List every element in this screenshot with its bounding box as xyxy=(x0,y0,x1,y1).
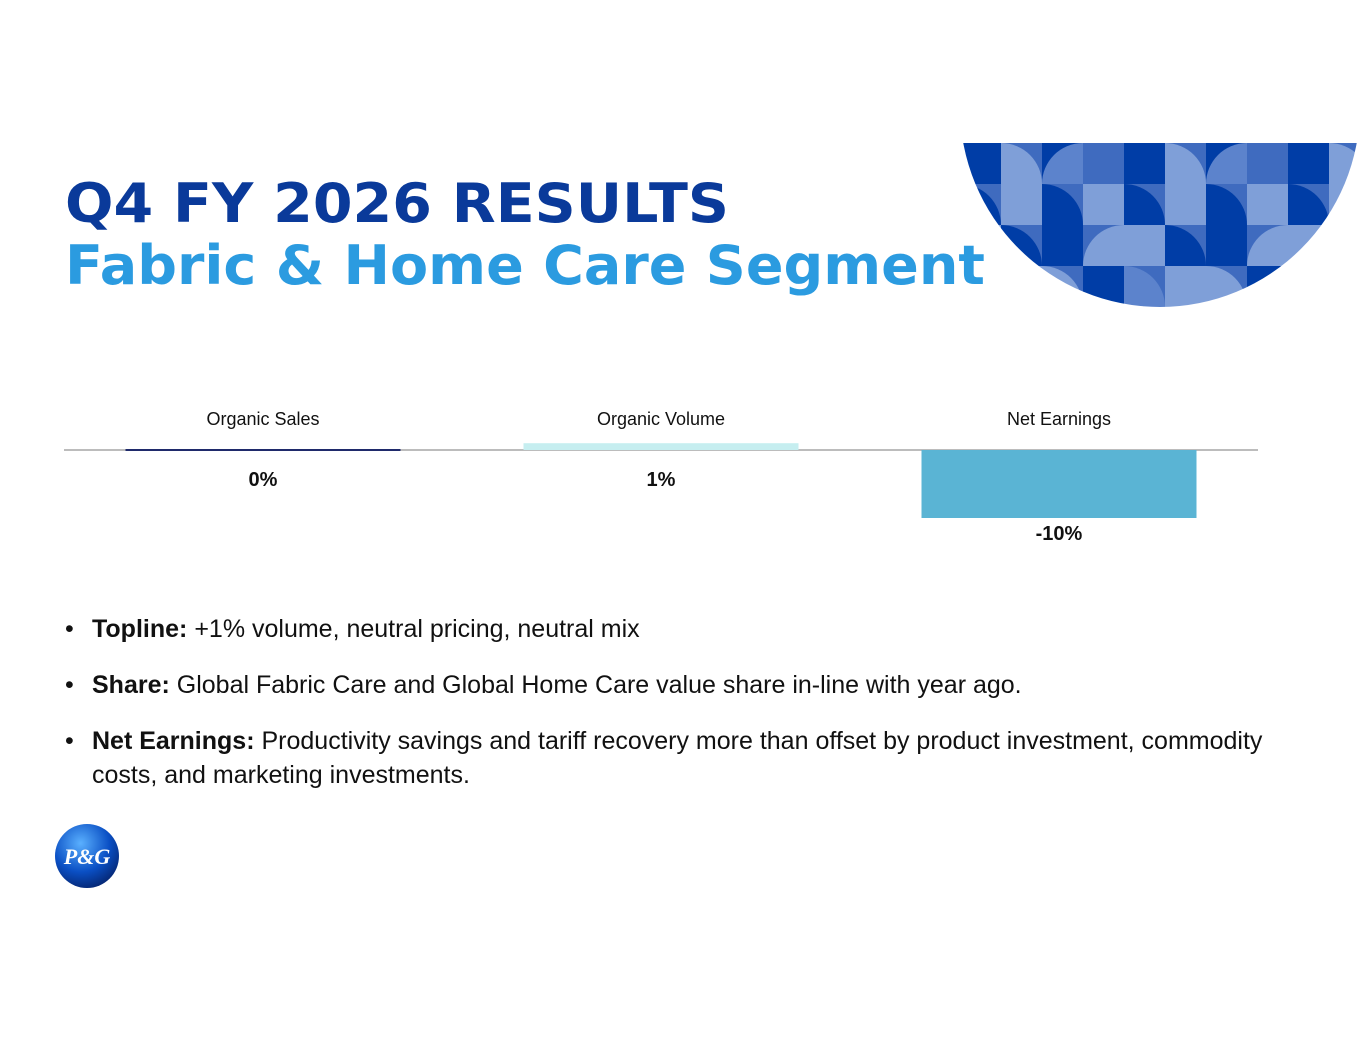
logo xyxy=(55,824,119,888)
bullet-text: Productivity savings and tariff recovery… xyxy=(92,727,1263,789)
bullet-text: Global Fabric Care and Global Home Care … xyxy=(176,671,1022,699)
bullet-label: Share: xyxy=(92,671,170,699)
bar xyxy=(921,450,1197,518)
bullet-label: Net Earnings: xyxy=(92,727,255,755)
bullet-list: Topline: +1% volume, neutral pricing, ne… xyxy=(65,612,1295,814)
decorative-pattern xyxy=(960,143,1360,307)
logo-text: P&G xyxy=(63,844,111,869)
category-label: Organic Sales xyxy=(206,409,319,429)
value-label: 0% xyxy=(249,469,278,491)
bullet-text: +1% volume, neutral pricing, neutral mix xyxy=(194,615,640,643)
bullet: Topline: +1% volume, neutral pricing, ne… xyxy=(65,612,1295,646)
value-label: 1% xyxy=(647,469,676,491)
value-label: -10% xyxy=(1036,523,1083,545)
category-label: Net Earnings xyxy=(1007,409,1111,429)
title: Q4 FY 2026 RESULTS xyxy=(65,172,729,235)
bullet: Net Earnings: Productivity savings and t… xyxy=(65,724,1295,792)
category-label: Organic Volume xyxy=(597,409,725,429)
bar xyxy=(125,449,401,451)
subtitle: Fabric & Home Care Segment xyxy=(65,234,985,297)
bullet-label: Topline: xyxy=(92,615,188,643)
bar xyxy=(523,443,799,450)
bullet: Share: Global Fabric Care and Global Hom… xyxy=(65,668,1295,702)
